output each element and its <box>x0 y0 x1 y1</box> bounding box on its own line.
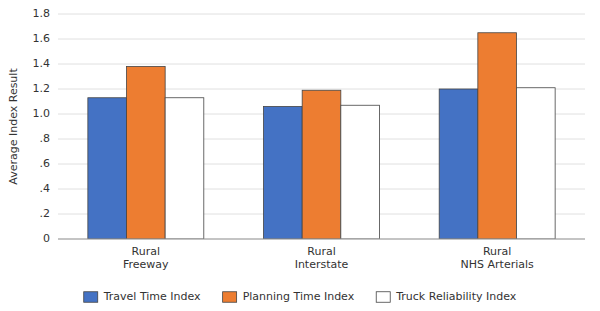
legend: Travel Time Index Planning Time Index Truc… <box>84 290 517 303</box>
legend-label: Planning Time Index <box>243 290 355 303</box>
bar <box>516 88 555 239</box>
y-tick-label: 1.2 <box>33 82 51 95</box>
x-tick-label: RuralFreeway <box>123 245 169 271</box>
y-tick-label: 1.8 <box>33 7 51 20</box>
x-tick-line: Interstate <box>295 258 349 271</box>
y-tick-label: 1.6 <box>33 32 51 45</box>
legend-swatch <box>376 292 390 303</box>
series <box>165 88 555 239</box>
x-tick-line: NHS Arterials <box>461 258 534 271</box>
legend-item: Travel Time Index <box>84 290 201 303</box>
x-tick-line: Freeway <box>123 258 169 271</box>
grid-line <box>58 14 585 15</box>
x-tick-line: Rural <box>307 245 335 258</box>
x-axis-line <box>58 239 585 240</box>
grid <box>58 14 585 239</box>
bar <box>165 98 204 239</box>
y-tick-label: 0 <box>43 232 50 245</box>
legend-swatch <box>84 292 98 303</box>
y-ticks: 0 .2 .4 .6 .8 1.0 1.2 1.4 1.6 1.8 <box>33 7 51 245</box>
x-tick-line: Rural <box>132 245 160 258</box>
x-tick-label: RuralInterstate <box>295 245 349 271</box>
y-tick-label: 1.4 <box>33 57 51 70</box>
bar <box>127 67 166 240</box>
series <box>127 33 517 239</box>
bar <box>341 105 380 239</box>
bar <box>88 98 127 239</box>
x-ticks: RuralFreewayRuralInterstateRuralNHS Arte… <box>123 245 534 271</box>
x-tick-label: RuralNHS Arterials <box>461 245 534 271</box>
y-tick-label: .6 <box>40 157 51 170</box>
y-tick-label: .4 <box>40 182 51 195</box>
grid-line <box>58 239 585 240</box>
bars <box>88 33 555 239</box>
chart-svg: 0 .2 .4 .6 .8 1.0 1.2 1.4 1.6 1.8 Average Index Re… <box>0 0 600 311</box>
y-tick-label: .2 <box>40 207 51 220</box>
legend-label: Travel Time Index <box>103 290 201 303</box>
legend-item: Planning Time Index <box>223 290 355 303</box>
bar <box>439 89 478 239</box>
legend-label: Truck Reliability Index <box>395 290 517 303</box>
bar <box>302 90 341 239</box>
y-tick-label: .8 <box>40 132 51 145</box>
chart-container: 0 .2 .4 .6 .8 1.0 1.2 1.4 1.6 1.8 Average Index Re… <box>0 0 600 311</box>
bar <box>264 107 303 240</box>
x-tick-line: Rural <box>483 245 511 258</box>
y-axis-label: Average Index Result <box>7 68 20 185</box>
bar <box>478 33 517 239</box>
y-tick-label: 1.0 <box>33 107 51 120</box>
legend-item: Truck Reliability Index <box>376 290 517 303</box>
legend-swatch <box>223 292 237 303</box>
